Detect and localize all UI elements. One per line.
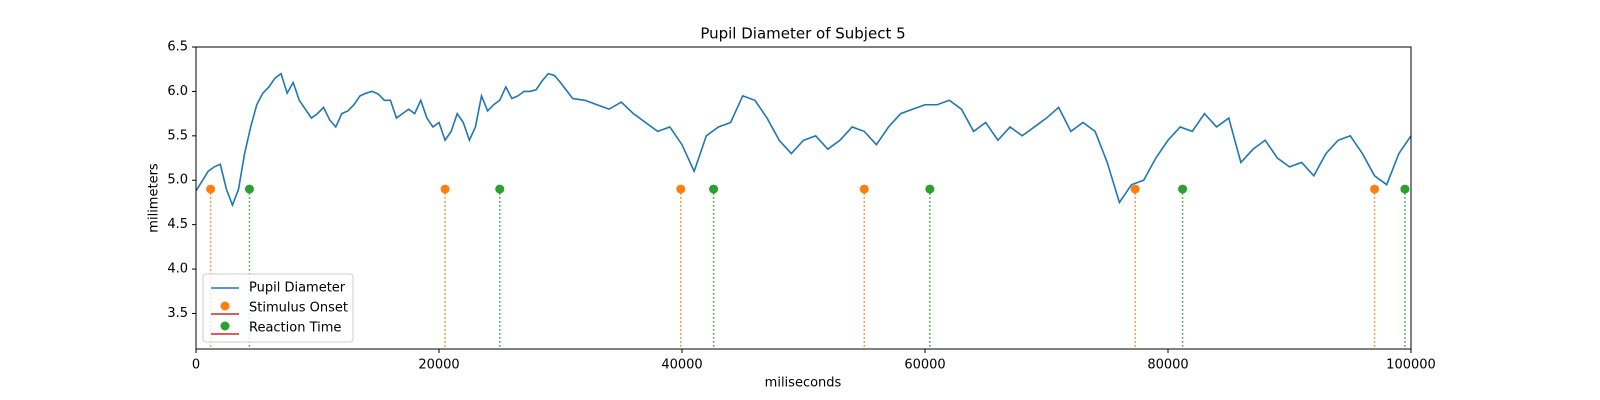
x-tick-label: 80000 <box>1147 358 1188 373</box>
stem-marker <box>925 184 935 194</box>
legend-swatch <box>220 301 230 311</box>
y-tick-label: 4.5 <box>167 217 188 232</box>
stem-marker <box>1178 184 1188 194</box>
y-tick-label: 4.0 <box>167 262 188 277</box>
y-axis-label: milimeters <box>147 163 162 233</box>
x-tick-label: 100000 <box>1386 358 1436 373</box>
pupil-line <box>196 72 1411 208</box>
y-tick-label: 5.0 <box>167 173 188 188</box>
stem-marker <box>495 184 505 194</box>
plot-area <box>196 72 1411 349</box>
y-tick-label: 6.5 <box>167 40 188 55</box>
x-tick-label: 60000 <box>904 358 945 373</box>
legend-label: Reaction Time <box>249 321 341 336</box>
y-tick-label: 5.5 <box>167 128 188 143</box>
legend-label: Stimulus Onset <box>249 301 348 316</box>
stem-marker <box>859 184 869 194</box>
stem-marker <box>1370 184 1380 194</box>
legend-label: Pupil Diameter <box>249 281 346 296</box>
stem-marker <box>709 184 719 194</box>
legend-swatch <box>220 321 230 331</box>
stem-marker <box>1130 184 1140 194</box>
stem-marker <box>1400 184 1410 194</box>
stem-marker <box>244 184 254 194</box>
y-tick-label: 6.0 <box>167 84 188 99</box>
legend-box <box>202 273 354 343</box>
x-tick-label: 20000 <box>418 358 459 373</box>
stem-marker <box>440 184 450 194</box>
y-tick-label: 3.5 <box>167 306 188 321</box>
chart-title: Pupil Diameter of Subject 5 <box>700 25 905 43</box>
stem-marker <box>676 184 686 194</box>
x-tick-label: 40000 <box>661 358 702 373</box>
stem-marker <box>206 184 216 194</box>
axes-frame <box>195 46 1412 350</box>
x-axis-label: miliseconds <box>765 376 842 391</box>
x-tick-label: 0 <box>192 358 200 373</box>
